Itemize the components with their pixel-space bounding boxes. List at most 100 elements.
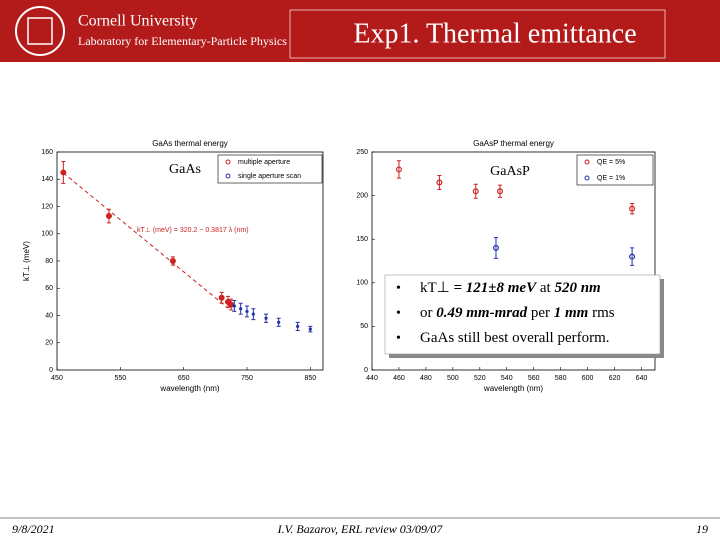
point [277, 320, 281, 324]
y-tick-label: 120 [41, 203, 53, 210]
university: Cornell University [78, 13, 198, 30]
error-bar [630, 247, 635, 266]
x-axis-label: wavelength (nm) [483, 384, 543, 393]
bullet: or 0.49 mm-mrad per 1 mm rms [420, 305, 615, 321]
y-tick-label: 200 [356, 192, 368, 199]
y-tick-label: 100 [41, 231, 53, 238]
point [629, 253, 636, 260]
callout [384, 274, 661, 355]
plot-area [56, 151, 324, 371]
bullet-text: 1 mm [554, 305, 589, 321]
fit-line [63, 172, 229, 309]
y-tick-label: 0 [364, 367, 368, 374]
slide-title: Exp1. Thermal emittance [353, 18, 636, 49]
legend-label: QE = 5% [597, 159, 625, 166]
point [105, 213, 112, 220]
bullet-text: = 121±8 meV [453, 280, 538, 296]
legend-label: single aperture scan [238, 173, 301, 180]
x-tick-label: 550 [114, 375, 126, 382]
bullet-text: rms [588, 305, 614, 321]
bullet-text: per [527, 305, 554, 321]
error-bar [473, 183, 478, 199]
y-tick-label: 60 [45, 285, 53, 292]
y-tick-label: 250 [356, 149, 368, 156]
x-tick-label: 560 [528, 375, 540, 382]
legend-marker [225, 159, 231, 165]
bullet: GaAs still best overall perform. [420, 330, 610, 346]
point [60, 169, 67, 176]
legend-label: multiple aperture [238, 159, 290, 166]
legend [576, 154, 654, 186]
point [395, 166, 402, 173]
point [497, 188, 504, 195]
legend-marker [584, 159, 590, 165]
point [296, 324, 300, 328]
x-tick-label: 650 [178, 375, 190, 382]
chart-title: GaAs thermal energy [152, 139, 228, 148]
chart-title: GaAsP thermal energy [473, 139, 554, 148]
bullet-text: 0.49 mm-mrad [436, 305, 527, 321]
point [308, 327, 312, 331]
y-tick-label: 80 [45, 258, 53, 265]
point [251, 312, 255, 316]
x-tick-label: 640 [636, 375, 648, 382]
error-bar [396, 160, 401, 179]
fit-annotation: kT⊥ (meV) = 320.2 − 0.3817 λ (nm) [137, 227, 249, 234]
title-box [289, 9, 666, 59]
x-tick-label: 850 [304, 375, 316, 382]
bullet-dot: • [396, 306, 401, 321]
y-tick-label: 140 [41, 176, 53, 183]
legend [217, 154, 323, 184]
point [218, 294, 225, 301]
legend-label: QE = 1% [597, 175, 625, 182]
y-tick-label: 40 [45, 312, 53, 319]
point [629, 205, 636, 212]
x-tick-label: 750 [241, 375, 253, 382]
y-axis-label: kT⊥ (meV) [22, 241, 31, 281]
y-tick-label: 160 [41, 149, 53, 156]
y-tick-label: 150 [356, 236, 368, 243]
error-bar [493, 236, 498, 259]
chart-label: GaAs [169, 162, 201, 177]
bullet: kT⊥ = 121±8 meV at 520 nm [420, 280, 601, 296]
x-tick-label: 580 [555, 375, 567, 382]
bullet-text: at [536, 280, 554, 296]
x-tick-label: 520 [474, 375, 486, 382]
legend-marker [225, 173, 231, 179]
error-bar [437, 175, 442, 190]
x-tick-label: 500 [447, 375, 459, 382]
y-tick-label: 100 [356, 280, 368, 287]
point [264, 316, 268, 320]
x-axis-label: wavelength (nm) [159, 384, 219, 393]
x-tick-label: 460 [393, 375, 405, 382]
legend-marker [584, 175, 590, 181]
x-tick-label: 480 [420, 375, 432, 382]
point [472, 188, 479, 195]
bullet-dot: • [396, 331, 401, 346]
lab: Laboratory for Elementary-Particle Physi… [78, 34, 287, 48]
footer-center: I.V. Bazarov, ERL review 03/09/07 [277, 522, 444, 536]
point [169, 258, 176, 265]
error-bar [630, 202, 635, 215]
point [239, 307, 243, 311]
bullet-text: or [420, 305, 436, 321]
x-tick-label: 600 [582, 375, 594, 382]
x-tick-label: 540 [501, 375, 513, 382]
point [232, 304, 236, 308]
point [245, 309, 249, 314]
y-tick-label: 0 [49, 367, 53, 374]
footer-date: 9/8/2021 [12, 522, 55, 536]
footer-page: 19 [696, 522, 708, 536]
chart-label: GaAsP [490, 164, 530, 179]
bullet-dot: • [396, 281, 401, 296]
x-tick-label: 620 [609, 375, 621, 382]
error-bar [498, 184, 503, 198]
bullet-text: 520 nm [554, 280, 600, 296]
y-tick-label: 50 [360, 323, 368, 330]
y-tick-label: 20 [45, 340, 53, 347]
logo [15, 6, 65, 56]
x-tick-label: 440 [366, 375, 378, 382]
point [492, 244, 499, 251]
logo-shield [27, 17, 53, 45]
